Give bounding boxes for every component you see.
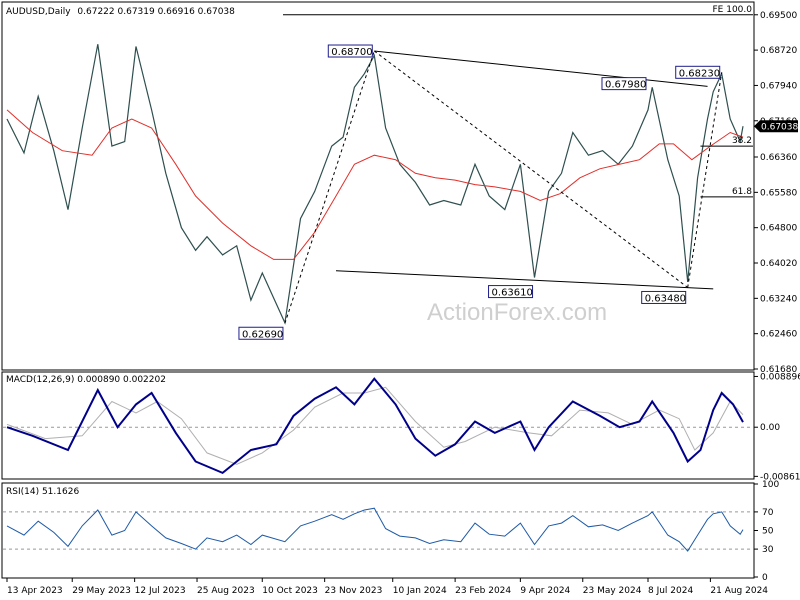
- macd-panel: [1, 371, 755, 480]
- annotation-label: 0.68700: [331, 47, 372, 58]
- price-tick-label: 0.63240: [760, 294, 797, 304]
- rsi-line: [6, 507, 744, 552]
- x-tick-label: 23 May 2024: [583, 586, 642, 596]
- x-tick-label: 10 Oct 2023: [262, 586, 318, 596]
- macd-tick-label: -0.008612: [760, 472, 800, 482]
- ohlc-values: 0.67222 0.67319 0.66916 0.67038: [77, 7, 235, 17]
- price-tick-label: 0.68720: [760, 46, 797, 56]
- price-panel: [1, 1, 755, 371]
- x-tick-label: 29 May 2023: [72, 586, 131, 596]
- annotation-box: [238, 326, 284, 340]
- price-tick-label: 0.67940: [760, 81, 797, 91]
- rsi-tick-label: 70: [762, 508, 774, 518]
- price-tick-label: 0.62460: [760, 330, 797, 340]
- annotation-label: 0.62690: [242, 329, 283, 340]
- current-price-label: 0.67038: [761, 122, 798, 132]
- symbol-label: AUDUSD,Daily: [6, 7, 71, 17]
- x-tick-label: 10 Jan 2024: [393, 586, 447, 596]
- annotation-label: 0.63610: [492, 288, 533, 299]
- x-tick-label: 13 Apr 2023: [7, 586, 63, 596]
- price-tick-label: 0.64800: [760, 224, 797, 234]
- x-tick-label: 23 Feb 2024: [455, 586, 511, 596]
- lower-trend-line: [335, 270, 714, 290]
- symbol-title: AUDUSD,Daily 0.67222 0.67319 0.66916 0.6…: [6, 7, 235, 17]
- macd-tick-label: 0.00: [760, 423, 780, 433]
- rsi-tick-label: 0: [762, 573, 768, 583]
- x-tick-label: 12 Jul 2023: [135, 586, 186, 596]
- level-label: 38.2: [732, 136, 752, 146]
- x-tick-label: 8 Jul 2024: [648, 586, 693, 596]
- annotation-label: 0.68230: [679, 68, 720, 79]
- rsi-tick-label: 100: [762, 480, 779, 490]
- price-series-line: [6, 44, 744, 325]
- annotation-label: 0.67980: [605, 80, 646, 91]
- annotation-box: [675, 65, 721, 79]
- price-tick-label: 0.66360: [760, 153, 797, 163]
- annotation-box: [601, 77, 647, 91]
- fib-projection-dashed-line: [687, 72, 723, 288]
- price-tick-label: 0.69500: [760, 11, 797, 21]
- macd-line: [6, 377, 744, 475]
- rsi-title: RSI(14) 51.1626: [6, 487, 79, 497]
- annotation-label: 0.63480: [645, 293, 686, 304]
- x-tick-label: 25 Aug 2023: [197, 586, 255, 596]
- level-label: 61.8: [732, 187, 752, 197]
- rsi-tick-label: 50: [762, 527, 774, 537]
- x-tick-label: 21 Aug 2024: [710, 586, 768, 596]
- current-price-tag: 0.67038: [754, 120, 798, 133]
- macd-signal-line: [6, 386, 744, 465]
- x-tick-label: 23 Nov 2023: [325, 586, 383, 596]
- level-label: FE 100.0: [713, 5, 753, 15]
- macd-tick-label: 0.008896: [760, 372, 800, 382]
- price-tick-label: 0.61680: [760, 365, 797, 375]
- annotation-box: [327, 44, 373, 58]
- price-tick-label: 0.65580: [760, 188, 797, 198]
- rsi-tick-label: 30: [762, 545, 774, 555]
- moving-average-line: [6, 109, 744, 260]
- price-tick-label: 0.64020: [760, 259, 797, 269]
- annotation-box: [488, 285, 534, 299]
- watermark: ActionForex.com: [427, 299, 607, 326]
- annotation-box: [641, 290, 687, 304]
- upper-trend-line: [374, 50, 708, 87]
- macd-title: MACD(12,26,9) 0.000890 0.002202: [6, 375, 166, 385]
- x-tick-label: 9 Apr 2024: [520, 586, 570, 596]
